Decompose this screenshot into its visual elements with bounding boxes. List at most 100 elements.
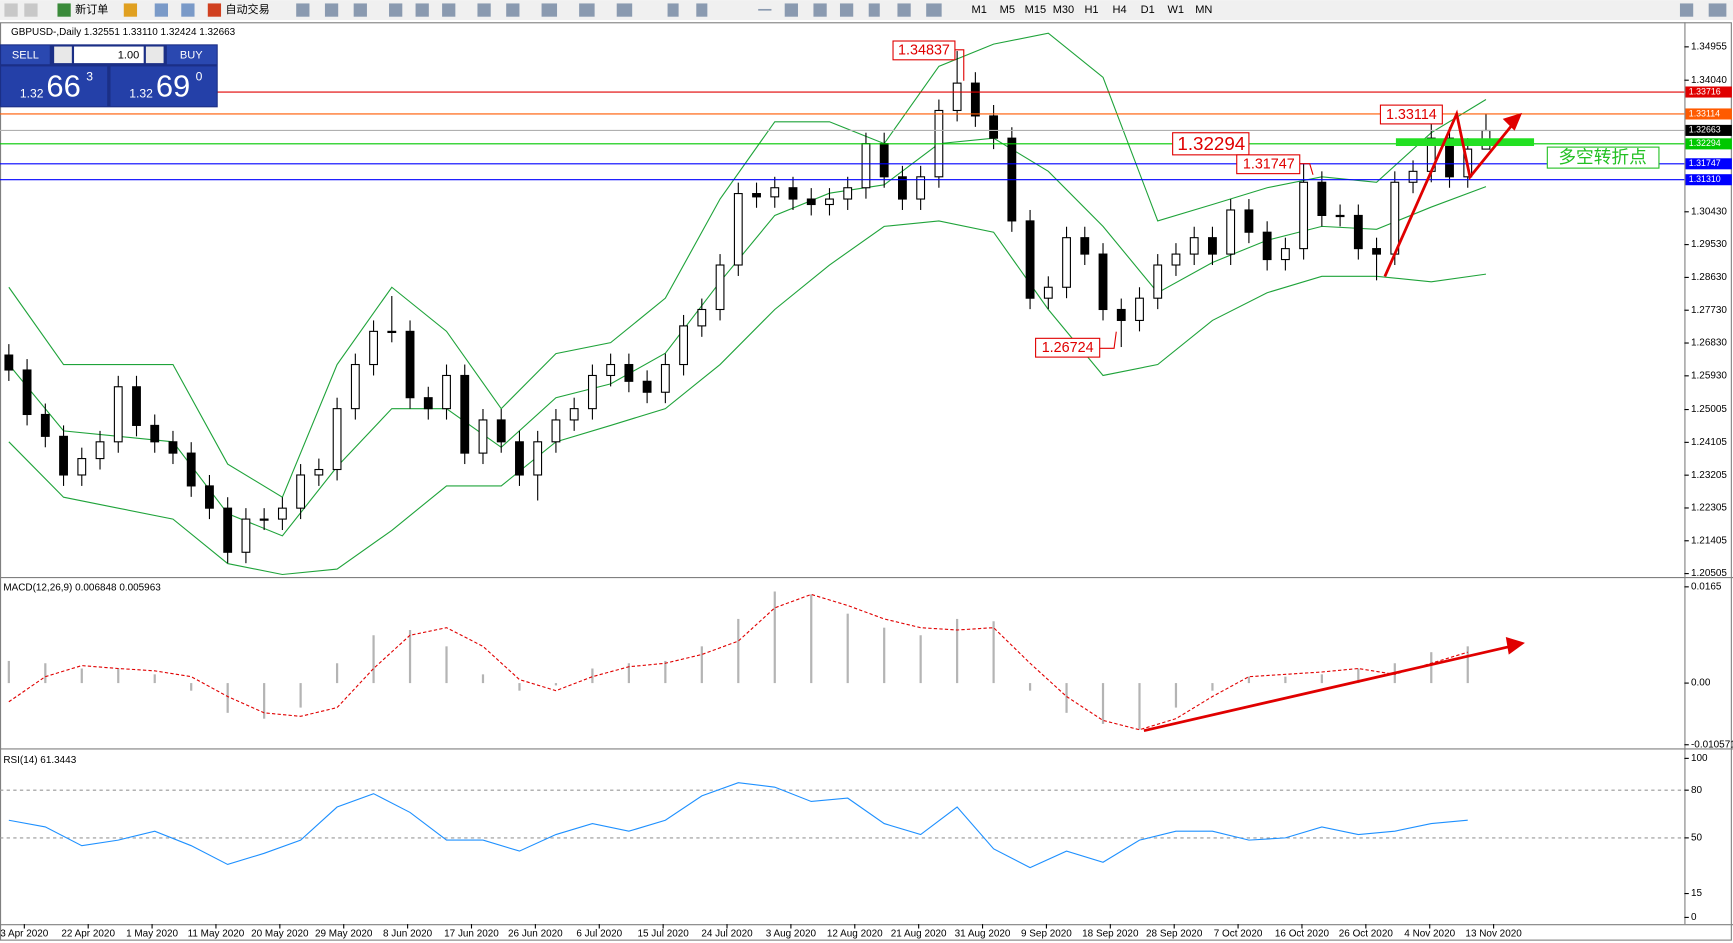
macd-bar [810, 594, 813, 684]
icon[interactable] [154, 3, 168, 17]
icon[interactable] [667, 3, 679, 17]
candle-body [861, 143, 871, 189]
price-tag [1685, 174, 1732, 186]
icon[interactable] [123, 3, 138, 17]
icon[interactable] [926, 3, 942, 17]
drawn-arrows [1143, 109, 1525, 733]
timeframe[interactable]: M15 [1025, 4, 1047, 16]
candle-body [1445, 137, 1454, 178]
price-tag-label: 1.31310 [1689, 174, 1721, 184]
buy-price[interactable] [110, 66, 217, 107]
lot-value[interactable]: 1.00 [118, 49, 140, 61]
sell-price-pips[interactable]: 66 [46, 69, 80, 104]
icon[interactable] [813, 3, 827, 17]
icon[interactable] [784, 3, 798, 17]
candle-body [442, 374, 451, 410]
icon[interactable] [897, 3, 911, 17]
icon[interactable] [57, 3, 71, 17]
macd-bar [445, 646, 448, 684]
macd-bar [226, 683, 229, 713]
icon[interactable] [24, 3, 38, 17]
bollinger-lower [8, 220, 1487, 576]
macd-bar [1247, 676, 1251, 684]
icon[interactable] [324, 3, 339, 17]
icon[interactable] [616, 3, 633, 17]
candle-body [1135, 297, 1144, 321]
auto-trading[interactable]: 自动交易 [225, 2, 269, 16]
lot-down[interactable] [54, 46, 72, 64]
candle-body [843, 187, 853, 200]
timeframe[interactable]: W1 [1167, 4, 1184, 16]
sell-price[interactable] [1, 66, 108, 107]
y-tick-label: 1.22305 [1691, 503, 1727, 514]
icon[interactable] [442, 3, 456, 17]
x-tick-label: 28 Sep 2020 [1146, 929, 1203, 940]
candle-body [1280, 248, 1290, 261]
icon[interactable] [477, 3, 491, 17]
icon[interactable] [1708, 3, 1727, 17]
macd-bar [846, 613, 849, 684]
icon[interactable] [506, 3, 520, 17]
sell-price-frac[interactable]: 3 [86, 70, 93, 84]
icon[interactable] [353, 3, 367, 17]
sell-button[interactable] [1, 45, 50, 65]
buy-price-frac[interactable]: 0 [196, 70, 203, 84]
timeframe[interactable]: M5 [1000, 4, 1015, 16]
timeframe[interactable]: MN [1195, 4, 1212, 16]
candle-body [259, 518, 269, 521]
buy-button[interactable] [166, 45, 217, 65]
x-tick-label: 3 Apr 2020 [0, 929, 49, 940]
bollinger-middle [8, 137, 1487, 537]
icon[interactable] [1679, 3, 1694, 17]
candle-body [186, 452, 196, 487]
timeframe[interactable]: M30 [1053, 4, 1075, 16]
candle-body [168, 441, 178, 454]
icon[interactable] [839, 3, 854, 17]
y-tick-label: 1.20505 [1691, 568, 1727, 579]
timeframe[interactable]: H4 [1113, 4, 1127, 16]
candle-body [1080, 237, 1090, 255]
icon[interactable] [415, 3, 429, 17]
timeframe[interactable]: H1 [1084, 4, 1098, 16]
macd-bar [1357, 668, 1360, 684]
macd-bar [773, 591, 776, 684]
x-tick-label: 29 May 2020 [315, 929, 373, 940]
y-tick-label: 100 [1691, 753, 1708, 764]
icon[interactable] [296, 3, 310, 17]
icon[interactable] [696, 3, 708, 17]
x-tick-label: 21 Aug 2020 [891, 929, 947, 940]
sell-label[interactable]: SELL [12, 49, 39, 61]
timeframe[interactable]: M1 [972, 4, 987, 16]
macd-bar [627, 663, 630, 684]
sell-price-big[interactable]: 1.32 [20, 86, 44, 100]
x-tick-label: 8 Jun 2020 [383, 929, 433, 940]
x-tick-label: 17 Jun 2020 [444, 929, 499, 940]
icon[interactable] [207, 3, 222, 17]
x-tick-label: 4 Nov 2020 [1404, 929, 1455, 940]
y-tick-label: 1.34040 [1691, 75, 1727, 86]
lot-up[interactable] [145, 46, 164, 64]
candle-body [825, 198, 834, 206]
icon[interactable] [758, 8, 772, 11]
y-tick-label: 1.23205 [1691, 470, 1727, 481]
macd-bar [737, 618, 740, 684]
candle-body [369, 330, 378, 366]
macd-title: MACD(12,26,9) 0.006848 0.005963 [3, 583, 161, 594]
timeframe[interactable]: D1 [1141, 4, 1155, 16]
buy-label[interactable]: BUY [180, 49, 203, 61]
y-tick-label: 1.29530 [1691, 239, 1727, 250]
macd-bar [263, 683, 266, 719]
icon[interactable] [868, 3, 880, 17]
icon[interactable] [579, 3, 595, 17]
macd-bar [408, 630, 412, 684]
buy-price-big[interactable]: 1.32 [129, 86, 153, 100]
lot-input[interactable] [74, 46, 144, 64]
icon[interactable] [541, 3, 558, 17]
candle-body [332, 408, 342, 471]
icon[interactable] [181, 3, 195, 17]
new-order[interactable]: 新订单 [75, 2, 108, 16]
icon[interactable] [4, 3, 18, 17]
x-tick-label: 22 Apr 2020 [61, 929, 115, 940]
icon[interactable] [389, 3, 403, 17]
buy-price-pips[interactable]: 69 [156, 69, 190, 104]
